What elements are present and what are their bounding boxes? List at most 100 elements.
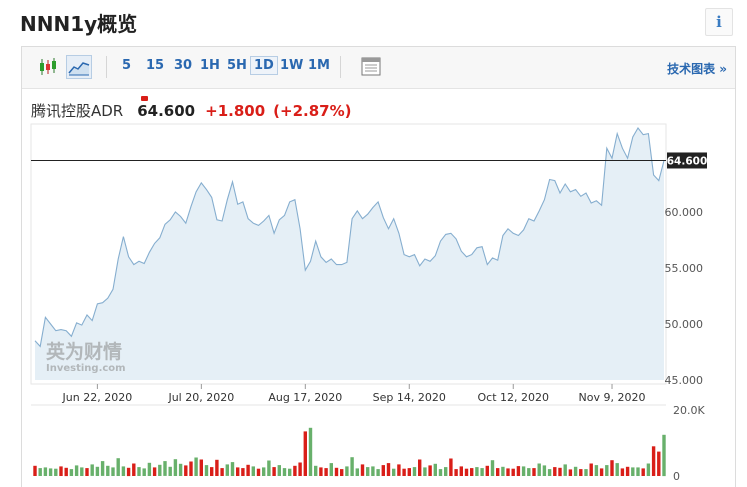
volume-bar <box>277 465 281 476</box>
timeframe-1m[interactable]: 1M <box>308 58 330 73</box>
volume-bar <box>589 463 593 476</box>
timeframe-5[interactable]: 5 <box>122 58 132 73</box>
x-tick-label: Jun 22, 2020 <box>62 391 133 404</box>
timeframe-30[interactable]: 30 <box>174 58 193 73</box>
volume-bar <box>412 467 417 476</box>
toolbar-divider <box>106 56 107 78</box>
price-area <box>35 128 664 380</box>
volume-bar <box>210 467 214 476</box>
volume-bar <box>532 468 536 476</box>
volume-bar <box>547 469 552 476</box>
technical-chart-link[interactable]: 技术图表 » <box>667 62 727 76</box>
volume-bar <box>329 463 333 476</box>
timeframe-1w[interactable]: 1W <box>280 58 304 73</box>
instrument-name: 腾讯控股ADR <box>31 102 124 120</box>
last-price-badge-label: 64.600 <box>667 155 708 167</box>
volume-bar <box>625 466 630 476</box>
volume-bars <box>31 404 666 477</box>
volume-bar <box>303 431 307 476</box>
timeframe-1h[interactable]: 1H <box>200 58 220 73</box>
volume-bar <box>142 468 146 476</box>
volume-bar <box>527 468 531 476</box>
volume-bar <box>308 427 313 476</box>
x-axis: Jun 22, 2020 Jul 20, 2020 Aug 17, 2020 Sep … <box>62 384 645 404</box>
y-tick-label: 50.000 <box>665 318 704 331</box>
volume-bar <box>620 468 625 476</box>
volume-bar <box>272 467 276 476</box>
volume-bar <box>137 467 141 476</box>
volume-bar <box>516 466 521 476</box>
volume-bar <box>241 468 245 476</box>
volume-bar <box>100 461 105 476</box>
timeframe-1d[interactable]: 1D <box>250 56 278 75</box>
volume-bar <box>64 467 68 477</box>
grid-lines <box>30 123 667 385</box>
volume-bar <box>288 468 292 476</box>
volume-bar <box>636 467 640 476</box>
volume-bar <box>605 465 609 476</box>
volume-bar <box>168 466 172 476</box>
info-icon[interactable]: i <box>705 8 733 36</box>
volume-bar <box>324 468 328 476</box>
volume-bar <box>95 466 100 476</box>
volume-bar <box>163 461 167 476</box>
last-price: 64.600 <box>137 102 196 120</box>
volume-bar <box>345 466 349 476</box>
volume-bar <box>230 462 235 476</box>
volume-bar <box>651 446 656 476</box>
volume-bar <box>184 465 188 476</box>
last-price-label-box: 64.600 <box>667 152 708 169</box>
y-axis: 45.000 50.000 55.000 60.000 <box>665 206 704 387</box>
y-tick-label: 60.000 <box>665 206 704 219</box>
volume-bar <box>438 469 443 476</box>
volume-bar <box>220 468 224 476</box>
table-icon[interactable] <box>358 55 384 79</box>
volume-bar <box>246 464 250 476</box>
timeframe-15[interactable]: 15 <box>146 58 165 73</box>
volume-bar <box>116 458 120 476</box>
y-tick-label: 45.000 <box>665 374 704 387</box>
volume-bar <box>256 468 261 476</box>
volume-bar <box>418 459 422 476</box>
price-line <box>34 127 665 348</box>
candlestick-icon[interactable] <box>36 55 62 79</box>
volume-bar <box>204 465 209 476</box>
timeframe-5h[interactable]: 5H <box>227 58 247 73</box>
volume-bar <box>173 459 178 476</box>
volume-bar <box>542 465 547 476</box>
volume-bar <box>38 468 42 476</box>
volume-bar <box>594 465 599 476</box>
volume-bar <box>573 466 578 476</box>
volume-bar <box>480 468 484 476</box>
last-price-badge <box>667 152 707 169</box>
plot-frame <box>30 123 667 385</box>
volume-bar <box>631 467 635 476</box>
quote-line: 腾讯控股ADR 64.600 +1.800 (+2.87%) <box>31 100 351 121</box>
x-tick-label: Jul 20, 2020 <box>167 391 234 404</box>
volume-bar <box>407 468 411 476</box>
volume-bar <box>386 463 391 476</box>
volume-bar <box>298 462 302 476</box>
volume-bar <box>106 465 110 476</box>
volume-axis: 0 20.0K <box>673 404 705 483</box>
volume-bar <box>178 463 183 476</box>
volume-bar <box>85 468 89 476</box>
volume-bar <box>215 459 219 476</box>
area-chart-icon[interactable] <box>66 55 92 79</box>
volume-bar <box>563 464 567 476</box>
volume-bar <box>662 434 666 477</box>
volume-bar <box>537 463 541 476</box>
volume-bar <box>132 463 136 476</box>
volume-bar <box>553 467 557 476</box>
volume-bar <box>236 467 240 476</box>
volume-bar <box>355 468 359 476</box>
x-tick-label: Sep 14, 2020 <box>373 391 446 404</box>
page-title: NNN1y概览 <box>20 12 138 36</box>
volume-bar <box>371 466 375 476</box>
volume-bar <box>449 458 453 476</box>
volume-bar <box>496 468 500 476</box>
volume-bar <box>251 466 255 476</box>
volume-bar <box>69 469 74 476</box>
volume-bar <box>610 460 614 476</box>
